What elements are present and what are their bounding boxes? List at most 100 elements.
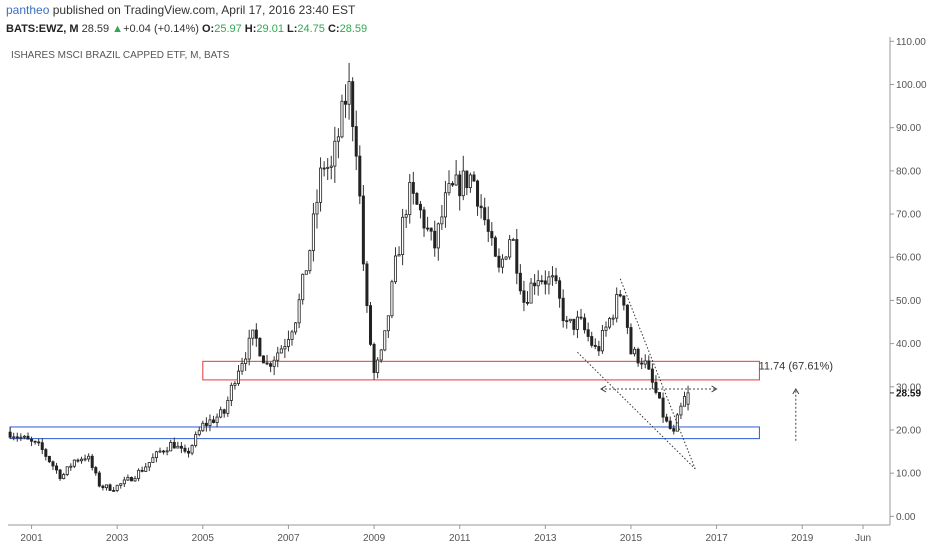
candle-body [426,227,430,230]
close-value: 28.59 [339,23,368,35]
publish-info: pantheo published on TradingView.com, Ap… [6,0,906,20]
price-change: +0.04 (+0.14%) [123,23,199,35]
candle-body [37,441,41,444]
candle-body [251,329,255,339]
candle-body [622,295,626,306]
candle-body [55,465,59,471]
candle-body [415,193,419,205]
ohlc-legend: BATS:EWZ, M 28.59 ▲+0.04 (+0.14%) O:25.9… [6,20,906,38]
candle-body [72,459,76,467]
x-tick-label: 2005 [192,533,215,544]
support-zone[interactable] [9,426,760,440]
candle-body [236,370,240,384]
x-tick-label: 2009 [363,533,386,544]
candle-body [436,223,440,249]
candle-body [101,485,105,489]
candle-body [219,409,223,418]
candle-body [169,441,173,452]
x-tick-label: 2003 [106,533,129,544]
candle-body [179,445,183,449]
y-tick-label: 50.00 [896,296,921,307]
candle-body [654,381,658,393]
y-tick-label: 30.00 [896,382,921,393]
candle-body [561,297,565,322]
candle-body [354,126,358,157]
trend-line[interactable] [619,278,696,470]
y-tick-label: 80.00 [896,166,921,177]
candle-body [33,440,37,443]
candle-body [672,428,676,432]
candle-body [433,230,437,249]
candle-body [361,195,365,265]
candle-body [476,180,480,207]
candle-body [540,280,544,283]
resistance-zone[interactable] [202,360,760,381]
candle-body [472,174,476,182]
candle-body [665,416,669,422]
trend-line[interactable] [577,351,696,470]
candle-body [154,451,158,459]
candle-body [276,352,280,361]
candle-body [422,209,426,229]
chart-title: ISHARES MSCI BRAZIL CAPPED ETF, M, BATS [11,50,230,61]
x-tick-label: 2015 [620,533,643,544]
last-price-label: 28.59 [896,388,921,399]
low-label: L: [287,23,298,35]
candle-body [51,461,55,467]
candle-body [319,167,323,203]
candle-body [90,455,94,468]
candle-body [451,183,455,186]
candle-body [322,167,326,170]
candle-body [533,282,537,287]
candle-body [40,442,44,450]
candle-body [137,469,141,479]
x-tick-label: 2013 [534,533,557,544]
candle-body [272,359,276,367]
candle-body [133,477,137,482]
candle-body [447,183,451,194]
x-tick-label: 2001 [20,533,43,544]
symbol-interval[interactable]: BATS:EWZ, M [6,23,79,35]
publisher-link[interactable]: pantheo [6,3,50,17]
y-tick-label: 90.00 [896,123,921,134]
candle-body [615,294,619,319]
candle-body [329,165,333,168]
candle-body [283,346,287,350]
x-tick-label: 2017 [705,533,728,544]
candle-body [397,254,401,257]
candle-body [8,431,12,438]
candle-body [108,484,112,491]
x-tick-label: 2019 [791,533,814,544]
candle-body [129,477,133,482]
candle-body [590,336,594,346]
candle-body [172,441,176,449]
candle-body [69,465,73,468]
candle-body [529,282,533,304]
candle-body [550,275,554,278]
candle-body [650,368,654,383]
y-tick-label: 20.00 [896,425,921,436]
candle-body [358,155,362,197]
candle-body [640,362,644,365]
candle-body [265,362,269,365]
candle-body [197,430,201,435]
candle-body [543,280,547,285]
high-label: H: [244,23,257,35]
candle-body [94,467,98,474]
arrow-right-icon [711,385,718,393]
candle-body [79,458,84,462]
low-value: 24.75 [297,23,325,35]
candle-body [336,136,340,142]
candle-body [269,363,273,367]
candle-body [365,263,369,307]
candle-body [525,301,530,304]
candle-body [465,170,469,189]
candle-body [19,436,23,439]
candle-body [547,276,551,285]
x-tick-label: 2011 [449,533,471,544]
candle-body [497,255,501,268]
candle-body [347,81,351,105]
candle-body [379,349,383,361]
candle-body [144,466,148,472]
